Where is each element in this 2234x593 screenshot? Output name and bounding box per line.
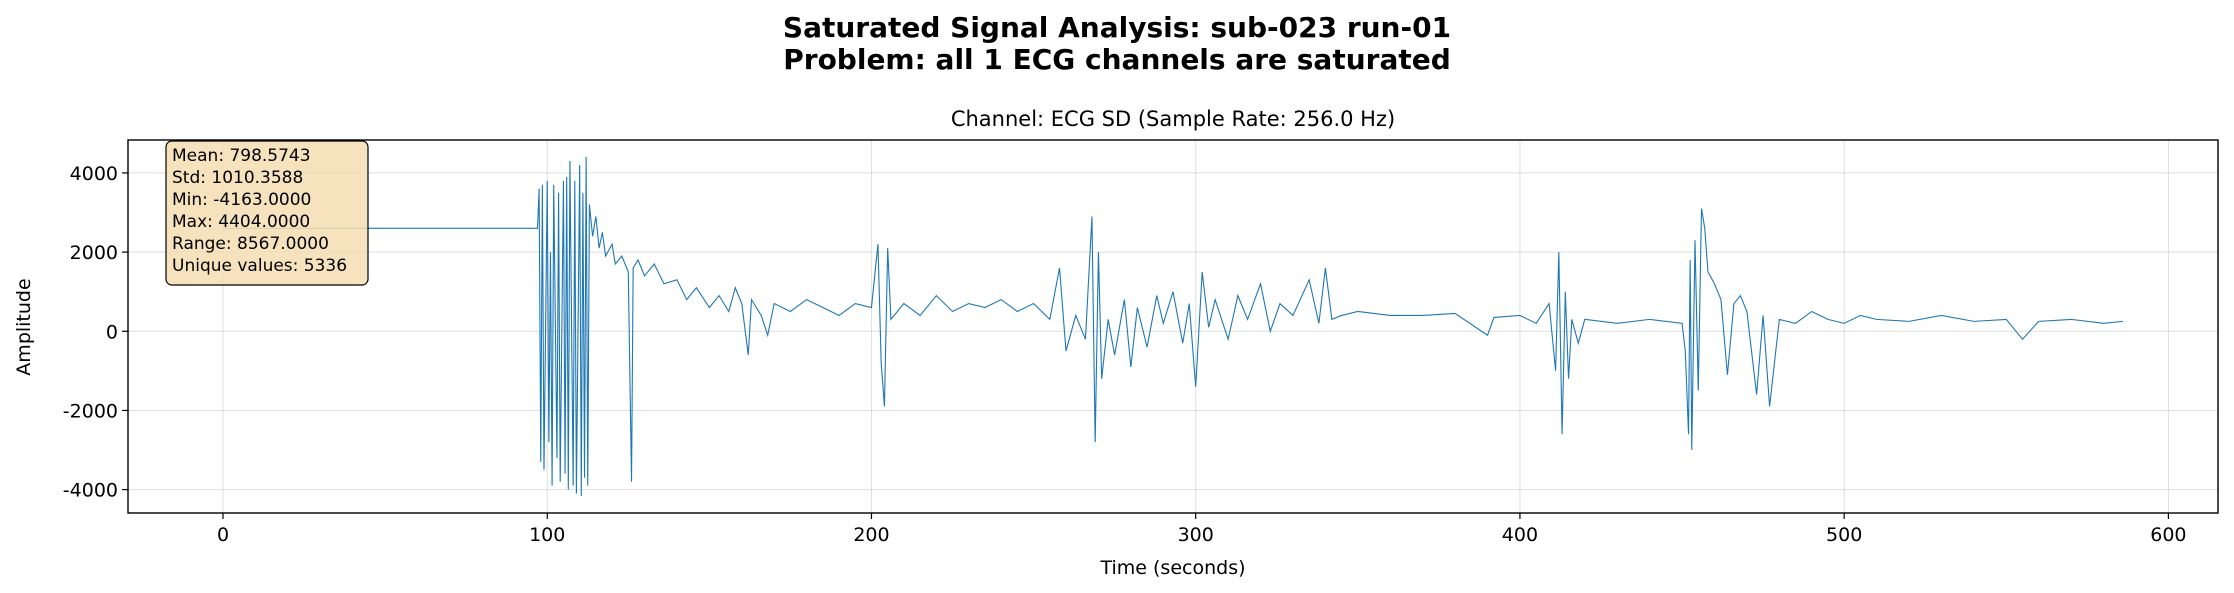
chart-subtitle: Problem: all 1 ECG channels are saturate… (783, 43, 1451, 76)
stats-text: Mean: 798.5743 (172, 146, 311, 166)
x-tick-label: 400 (1502, 524, 1538, 546)
y-tick-label: 2000 (70, 242, 118, 264)
x-tick-label: 500 (1826, 524, 1862, 546)
x-tick-label: 100 (529, 524, 565, 546)
y-tick-label: 0 (106, 321, 118, 343)
plot-frame (127, 139, 2219, 514)
y-axis-label: Amplitude (13, 278, 35, 375)
x-tick-label: 200 (853, 524, 889, 546)
x-axis-label: Time (seconds) (1099, 557, 1245, 579)
stats-text: Range: 8567.0000 (172, 234, 329, 254)
stats-text: Min: -4163.0000 (172, 190, 311, 210)
y-tick-label: 4000 (70, 163, 118, 185)
x-tick-label: 0 (217, 524, 229, 546)
x-tick-label: 600 (2150, 524, 2186, 546)
axes-title: Channel: ECG SD (Sample Rate: 256.0 Hz) (951, 107, 1395, 131)
y-tick-label: -4000 (63, 480, 118, 502)
stats-text: Std: 1010.3588 (172, 168, 303, 188)
x-tick-label: 300 (1178, 524, 1214, 546)
signal-line (223, 156, 2124, 497)
stats-box (165, 140, 369, 286)
chart-title: Saturated Signal Analysis: sub-023 run-0… (783, 11, 1451, 44)
stats-text: Max: 4404.0000 (172, 212, 310, 232)
y-tick-label: -2000 (63, 400, 118, 422)
stats-text: Unique values: 5336 (172, 256, 347, 276)
